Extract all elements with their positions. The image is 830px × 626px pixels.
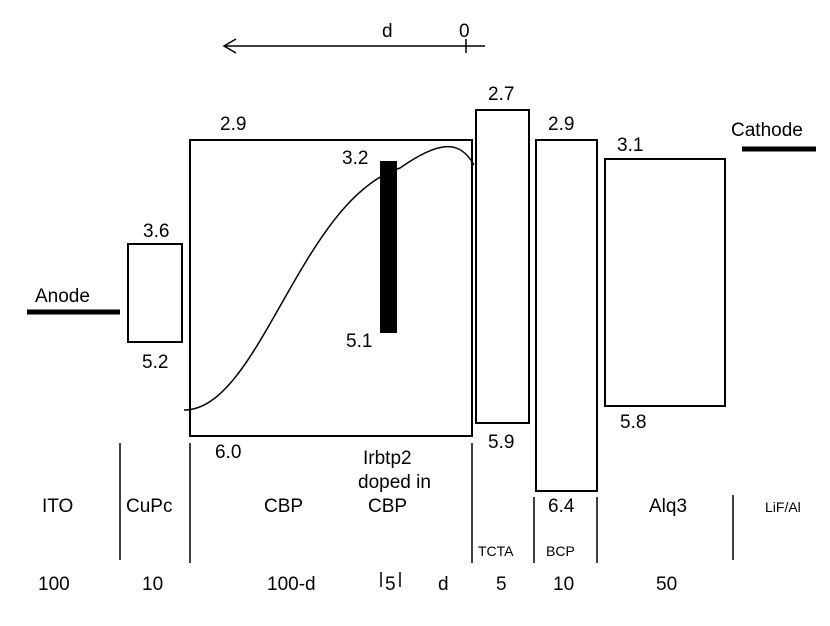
bcp-homo-value: 6.4	[548, 496, 575, 517]
arrow-label-zero: 0	[459, 21, 470, 42]
cbp-lumo-value: 2.9	[220, 114, 246, 135]
thickness-cbp: 100-d	[267, 574, 316, 595]
thickness-d: d	[438, 574, 449, 595]
thickness-alq3: 50	[656, 574, 677, 595]
layer-cbp: CBP	[264, 496, 303, 517]
dopant-lumo-value: 3.2	[342, 148, 368, 169]
thickness-ito: 100	[38, 574, 70, 595]
thickness-cupc: 10	[142, 574, 163, 595]
position-arrowhead	[222, 38, 237, 54]
tcta-lumo-value: 2.7	[488, 84, 514, 105]
layer-bcp: BCP	[546, 543, 575, 559]
cupc-band	[127, 243, 183, 343]
dopant-label-line1: Irbtp2	[363, 448, 412, 469]
alq3-homo-value: 5.8	[620, 412, 646, 433]
layer-tcta: TCTA	[478, 543, 514, 559]
cupc-lumo-value: 3.6	[143, 221, 169, 242]
cathode-label: Cathode	[731, 120, 803, 141]
layer-cupc: CuPc	[126, 496, 172, 517]
alq3-lumo-value: 3.1	[617, 135, 643, 156]
dopant-homo-value: 5.1	[346, 331, 372, 352]
dopant-label-line3: CBP	[368, 496, 407, 517]
arrow-label-d: d	[382, 21, 393, 42]
tcta-band	[475, 109, 530, 424]
anode-label: Anode	[35, 286, 90, 307]
tcta-homo-value: 5.9	[488, 432, 514, 453]
thickness-bcp: 10	[553, 574, 574, 595]
thickness-tcta: 5	[496, 574, 507, 595]
thickness-dopant: 5	[385, 574, 396, 595]
alq3-band	[604, 158, 726, 407]
dopant-band	[380, 161, 397, 333]
exciton-distribution-curve	[183, 145, 475, 411]
cbp-homo-value: 6.0	[215, 442, 241, 463]
layer-alq3: Alq3	[649, 496, 687, 517]
layer-lif-al: LiF/Al	[765, 499, 801, 515]
layer-ito: ITO	[42, 496, 73, 517]
dopant-label-line2: doped in	[358, 472, 431, 493]
cbp-band	[189, 139, 473, 437]
bcp-lumo-value: 2.9	[548, 114, 574, 135]
bcp-band	[535, 139, 598, 492]
cupc-homo-value: 5.2	[142, 352, 168, 373]
